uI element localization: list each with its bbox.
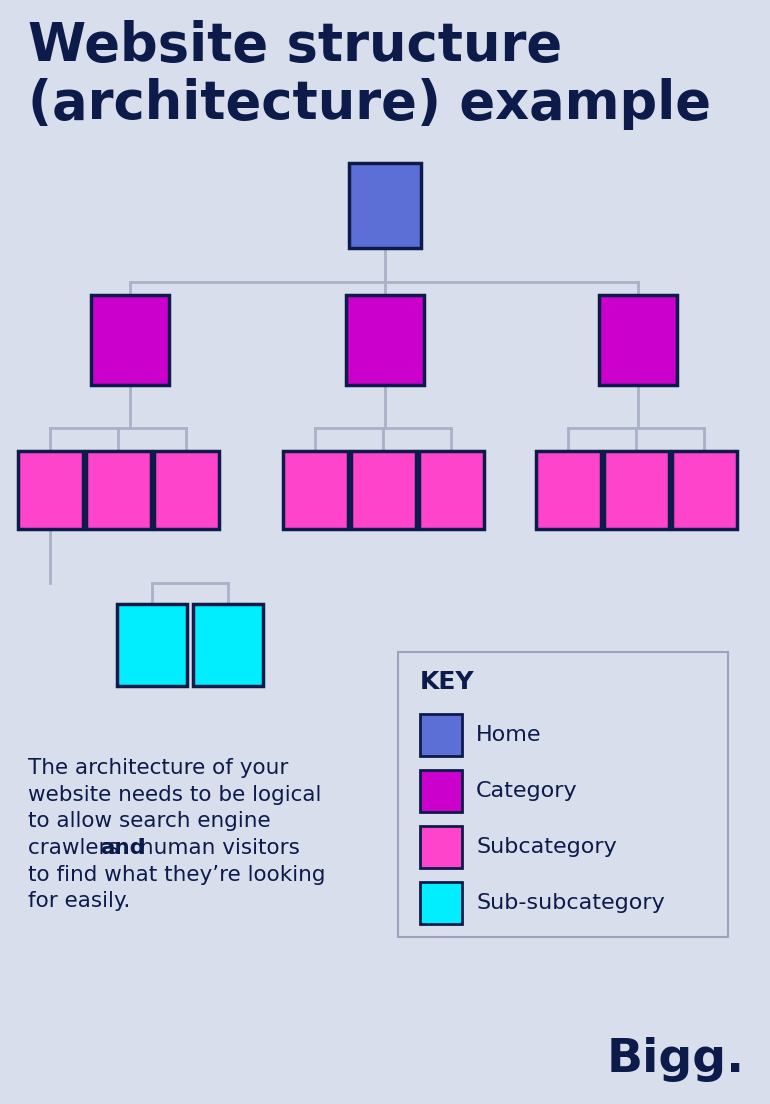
Bar: [85, 452, 150, 529]
Text: The architecture of your: The architecture of your: [28, 758, 289, 778]
Bar: [419, 452, 484, 529]
Bar: [420, 769, 462, 813]
Bar: [398, 652, 728, 937]
Text: Subcategory: Subcategory: [476, 837, 617, 857]
Bar: [420, 882, 462, 924]
Bar: [91, 295, 169, 385]
Text: Sub-subcategory: Sub-subcategory: [476, 893, 665, 913]
Bar: [117, 604, 187, 686]
Text: Bigg.: Bigg.: [607, 1037, 745, 1082]
Text: Category: Category: [476, 781, 578, 802]
Text: website needs to be logical: website needs to be logical: [28, 785, 321, 805]
Text: and: and: [100, 838, 145, 858]
Text: to allow search engine: to allow search engine: [28, 811, 270, 831]
Bar: [346, 295, 424, 385]
Text: to find what they’re looking: to find what they’re looking: [28, 864, 326, 884]
Bar: [604, 452, 668, 529]
Text: Home: Home: [476, 725, 541, 745]
Text: human visitors: human visitors: [133, 838, 300, 858]
Bar: [535, 452, 601, 529]
Text: KEY: KEY: [420, 670, 474, 694]
Bar: [349, 162, 421, 247]
Bar: [18, 452, 82, 529]
Text: crawlers: crawlers: [28, 838, 126, 858]
Bar: [599, 295, 677, 385]
Text: for easily.: for easily.: [28, 891, 130, 911]
Text: Website structure
(architecture) example: Website structure (architecture) example: [28, 20, 711, 130]
Bar: [283, 452, 347, 529]
Bar: [350, 452, 416, 529]
Bar: [671, 452, 736, 529]
Bar: [420, 714, 462, 756]
Bar: [153, 452, 219, 529]
Bar: [193, 604, 263, 686]
Bar: [420, 826, 462, 868]
